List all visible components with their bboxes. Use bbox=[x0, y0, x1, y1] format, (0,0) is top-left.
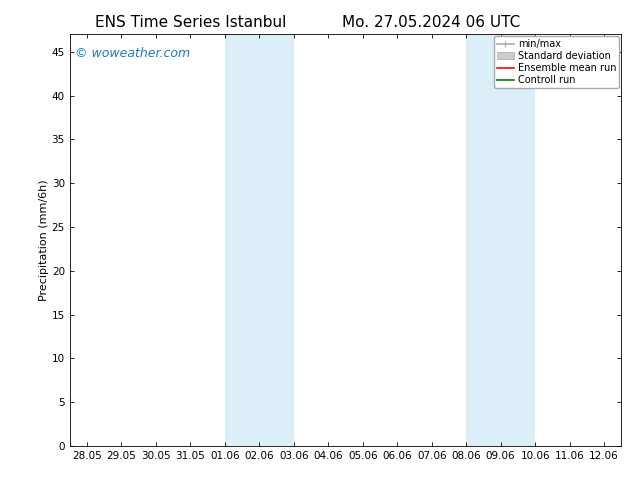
Bar bbox=[466, 34, 535, 446]
Legend: min/max, Standard deviation, Ensemble mean run, Controll run: min/max, Standard deviation, Ensemble me… bbox=[494, 36, 619, 88]
Text: © woweather.com: © woweather.com bbox=[75, 47, 190, 60]
Y-axis label: Precipitation (mm/6h): Precipitation (mm/6h) bbox=[39, 179, 49, 301]
Text: Mo. 27.05.2024 06 UTC: Mo. 27.05.2024 06 UTC bbox=[342, 15, 521, 30]
Bar bbox=[225, 34, 294, 446]
Text: ENS Time Series Istanbul: ENS Time Series Istanbul bbox=[94, 15, 286, 30]
